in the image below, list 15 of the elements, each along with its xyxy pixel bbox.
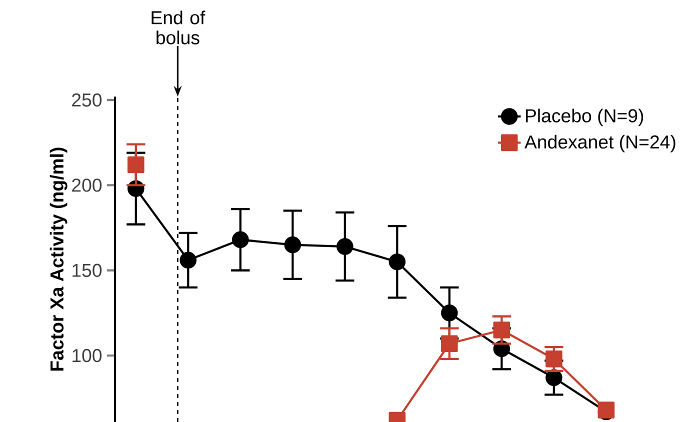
text: End of bolus — [152, 10, 206, 44]
point — [284, 236, 302, 254]
y-tick-label: 150 — [72, 264, 102, 277]
point — [180, 252, 197, 269]
y-axis-title: Factor Xa Activity (ng/ml) — [50, 148, 68, 371]
point — [336, 238, 354, 255]
point — [232, 231, 249, 248]
legend-label: Placebo (N=9) — [526, 108, 644, 126]
y-tick-label: 200 — [72, 178, 102, 192]
legend-label: Andexanet (N=24) — [524, 134, 676, 152]
point — [441, 304, 458, 322]
point — [388, 253, 406, 270]
y-tick-label: 250 — [72, 93, 102, 107]
y-tick-label: 100 — [72, 348, 102, 362]
point — [128, 156, 144, 174]
